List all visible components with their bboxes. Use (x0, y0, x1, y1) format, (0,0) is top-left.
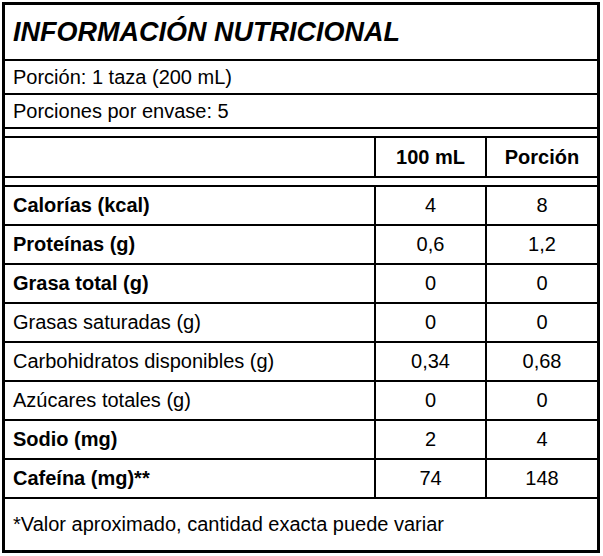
table-row-azucares: Azúcares totales (g) 0 0 (5, 382, 597, 421)
table-row-grasa-total: Grasa total (g) 0 0 (5, 265, 597, 304)
row-value-100ml: 0 (374, 265, 485, 302)
row-value-portion: 0 (485, 382, 597, 419)
spacer-row (5, 129, 597, 138)
row-label: Cafeína (mg)** (5, 460, 374, 497)
row-label: Azúcares totales (g) (5, 382, 374, 419)
row-label: Grasas saturadas (g) (5, 304, 374, 341)
nutrition-label: INFORMACIÓN NUTRICIONAL Porción: 1 taza … (2, 2, 600, 553)
row-value-100ml: 74 (374, 460, 485, 497)
row-label: Sodio (mg) (5, 421, 374, 458)
row-value-portion: 1,2 (485, 226, 597, 263)
row-value-100ml: 0 (374, 382, 485, 419)
header-col-100ml: 100 mL (374, 138, 485, 176)
row-label: Grasa total (g) (5, 265, 374, 302)
row-label: Proteínas (g) (5, 226, 374, 263)
row-value-portion: 4 (485, 421, 597, 458)
row-value-portion: 8 (485, 187, 597, 224)
spacer-row (5, 178, 597, 187)
table-row-carbohidratos: Carbohidratos disponibles (g) 0,34 0,68 (5, 343, 597, 382)
table-row-sodio: Sodio (mg) 2 4 (5, 421, 597, 460)
table-row-grasas-saturadas: Grasas saturadas (g) 0 0 (5, 304, 597, 343)
footnote: *Valor aproximado, cantidad exacta puede… (5, 499, 597, 550)
row-value-100ml: 4 (374, 187, 485, 224)
row-value-100ml: 0,6 (374, 226, 485, 263)
header-col-portion: Porción (485, 138, 597, 176)
row-value-100ml: 0 (374, 304, 485, 341)
row-value-100ml: 0,34 (374, 343, 485, 380)
table-header-row: 100 mL Porción (5, 138, 597, 178)
row-value-portion: 0,68 (485, 343, 597, 380)
table-row-proteinas: Proteínas (g) 0,6 1,2 (5, 226, 597, 265)
row-value-portion: 0 (485, 265, 597, 302)
table-row-calorias: Calorías (kcal) 4 8 (5, 187, 597, 226)
header-empty-cell (5, 138, 374, 176)
table-row-cafeina: Cafeína (mg)** 74 148 (5, 460, 597, 499)
row-value-portion: 0 (485, 304, 597, 341)
row-value-portion: 148 (485, 460, 597, 497)
servings-per-container-row: Porciones por envase: 5 (5, 95, 597, 129)
row-label: Calorías (kcal) (5, 187, 374, 224)
row-value-100ml: 2 (374, 421, 485, 458)
row-label: Carbohidratos disponibles (g) (5, 343, 374, 380)
nutrition-label-title: INFORMACIÓN NUTRICIONAL (5, 5, 597, 61)
serving-size-row: Porción: 1 taza (200 mL) (5, 61, 597, 95)
